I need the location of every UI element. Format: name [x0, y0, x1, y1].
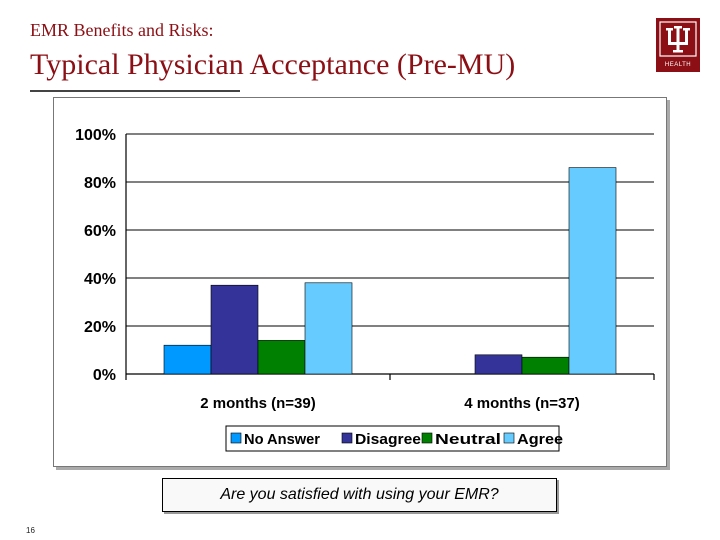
- x-category-label: 2 months (n=39): [200, 395, 315, 412]
- y-tick-label: 20%: [84, 319, 116, 336]
- bar-chart: 0% 20% 40% 60% 80% 100% 2 months (n=39) 4 month…: [75, 127, 655, 452]
- slide-supertitle: EMR Benefits and Risks:: [30, 20, 214, 40]
- legend-label: Neutral: [435, 431, 501, 448]
- bar-disagree: [210, 284, 259, 375]
- legend-label: Agree: [517, 431, 563, 448]
- x-category-label: 4 months (n=37): [464, 395, 579, 412]
- chart-frame: 0% 20% 40% 60% 80% 100% 2 months (n=39) 4 month…: [53, 97, 667, 467]
- survey-question: Are you satisfied with using your EMR?: [162, 478, 557, 512]
- page-number: 16: [26, 526, 35, 535]
- bar-agree: [568, 167, 617, 375]
- y-tick-label: 0%: [93, 367, 116, 384]
- legend-label: No Answer: [244, 431, 320, 448]
- legend-swatch: [503, 432, 515, 444]
- bar-neutral: [521, 356, 570, 375]
- y-tick-label: 80%: [84, 175, 116, 192]
- legend-label: Disagree: [355, 431, 421, 448]
- iu-health-logo: HEALTH: [656, 18, 700, 72]
- y-tick-label: 100%: [75, 127, 116, 144]
- title-underline: [30, 90, 240, 92]
- bar-agree: [304, 282, 353, 375]
- y-tick-label: 60%: [84, 223, 116, 240]
- y-tick-label: 40%: [84, 271, 116, 288]
- legend-swatch: [341, 432, 353, 444]
- bar-neutral: [257, 340, 306, 375]
- bar-no-answer: [163, 344, 212, 375]
- bar-disagree: [474, 354, 523, 375]
- legend-swatch: [230, 432, 242, 444]
- iu-trident-icon: [666, 26, 690, 53]
- legend-box: [225, 425, 560, 452]
- legend-swatch: [421, 432, 433, 444]
- slide-title: Typical Physician Acceptance (Pre-MU): [30, 48, 516, 81]
- logo-text: HEALTH: [665, 62, 691, 68]
